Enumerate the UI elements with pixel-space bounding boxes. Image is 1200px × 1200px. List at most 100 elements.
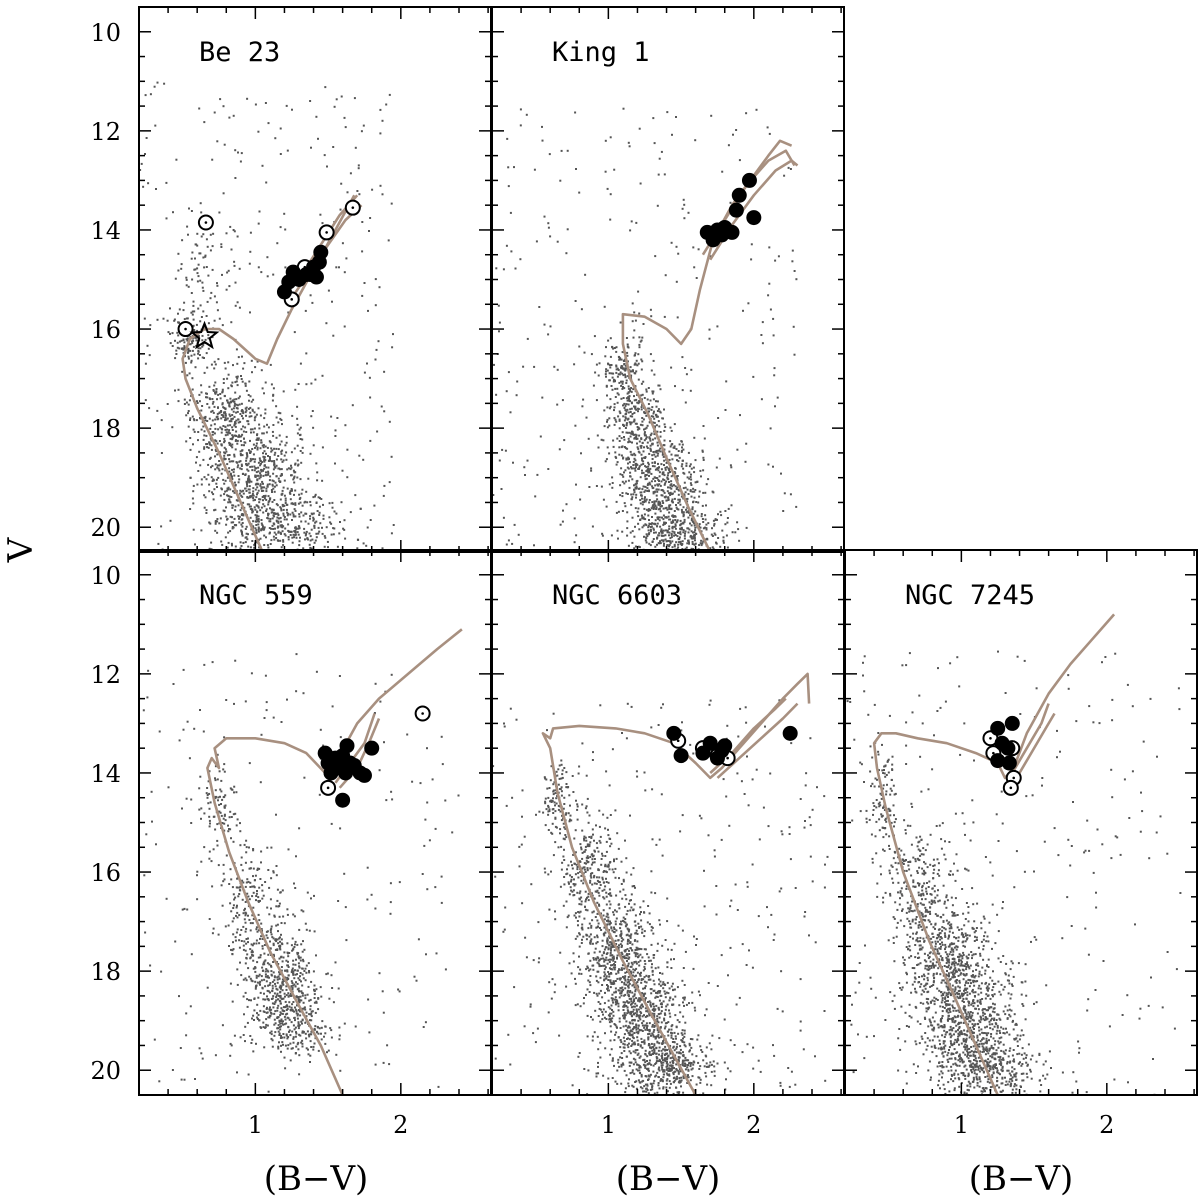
sequence-star: [287, 978, 289, 981]
sequence-star: [203, 447, 206, 450]
sequence-star: [198, 787, 201, 790]
field-star: [248, 262, 251, 265]
sequence-star: [640, 408, 643, 411]
sequence-star: [237, 475, 240, 477]
nonmember-dot: [351, 206, 355, 209]
sequence-star: [628, 486, 631, 489]
sequence-star: [702, 456, 705, 459]
sequence-star: [193, 329, 196, 331]
field-star: [676, 316, 679, 319]
sequence-star: [313, 989, 316, 992]
sequence-star: [231, 920, 234, 923]
sequence-star: [662, 514, 665, 517]
field-star: [230, 248, 233, 251]
field-star: [650, 315, 653, 318]
field-star: [369, 396, 372, 399]
sequence-star: [640, 438, 643, 441]
field-star: [280, 721, 283, 723]
sequence-star: [216, 520, 219, 523]
sequence-star: [277, 942, 280, 945]
sequence-star: [301, 504, 304, 507]
isochrone: [621, 139, 793, 552]
sequence-star: [331, 501, 334, 504]
sequence-star: [219, 393, 222, 395]
field-star: [382, 1061, 385, 1064]
field-star: [142, 185, 145, 188]
member-marker: [728, 202, 744, 218]
sequence-star: [278, 1032, 281, 1035]
sequence-star: [257, 538, 260, 541]
sequence-star: [258, 942, 261, 945]
field-star: [244, 700, 247, 703]
sequence-star: [215, 440, 218, 443]
sequence-star: [253, 460, 256, 463]
field-star: [495, 267, 498, 270]
sequence-star: [630, 432, 633, 435]
sequence-star: [272, 522, 275, 525]
field-star: [689, 389, 692, 392]
sequence-star: [315, 501, 318, 504]
field-star: [773, 367, 776, 370]
sequence-star: [272, 472, 275, 475]
sequence-star: [214, 392, 217, 395]
sequence-star: [174, 389, 176, 392]
sequence-star: [645, 474, 648, 476]
sequence-star: [273, 461, 276, 464]
sequence-star: [665, 499, 668, 502]
sequence-star: [291, 519, 293, 521]
field-star: [144, 362, 147, 365]
sequence-star: [266, 485, 269, 488]
sequence-star: [684, 486, 687, 489]
sequence-star: [233, 402, 236, 405]
sequence-star: [243, 444, 245, 447]
sequence-star: [641, 503, 644, 506]
sequence-star: [626, 408, 629, 411]
field-star: [333, 510, 336, 513]
sequence-star: [187, 425, 190, 428]
sequence-star: [652, 491, 655, 494]
sequence-star: [187, 350, 190, 353]
sequence-star: [267, 495, 270, 498]
sequence-star: [231, 886, 234, 889]
field-star: [799, 798, 802, 800]
sequence-star: [264, 970, 267, 973]
sequence-star: [192, 490, 195, 493]
field-star: [435, 952, 438, 955]
field-star: [599, 704, 602, 707]
sequence-star: [287, 1017, 290, 1020]
sequence-star: [228, 470, 231, 473]
sequence-star: [238, 267, 241, 270]
sequence-star: [327, 1049, 330, 1052]
field-star: [340, 182, 343, 185]
sequence-star: [255, 524, 258, 526]
field-star: [353, 97, 356, 100]
sequence-star: [298, 1054, 301, 1057]
sequence-star: [678, 456, 681, 459]
sequence-star: [677, 546, 680, 549]
field-star: [707, 834, 710, 837]
sequence-star: [267, 999, 270, 1002]
sequence-star: [224, 407, 227, 410]
sequence-star: [232, 907, 235, 909]
sequence-star: [673, 497, 676, 500]
sequence-star: [628, 395, 631, 398]
sequence-star: [669, 471, 671, 473]
sequence-star: [682, 531, 685, 534]
sequence-star: [334, 429, 337, 432]
sequence-star: [648, 490, 650, 493]
field-star: [558, 1034, 561, 1037]
sequence-star: [201, 356, 204, 359]
sequence-star: [265, 490, 268, 493]
sequence-star: [223, 763, 226, 766]
field-star: [718, 457, 721, 460]
field-star: [724, 409, 727, 411]
sequence-star: [207, 274, 210, 277]
sequence-star: [615, 368, 618, 371]
sequence-star: [731, 531, 734, 534]
sequence-star: [203, 846, 206, 849]
field-star: [291, 108, 293, 111]
sequence-star: [223, 770, 226, 773]
field-star: [437, 1085, 440, 1088]
sequence-star: [254, 476, 257, 478]
sequence-star: [275, 464, 278, 467]
